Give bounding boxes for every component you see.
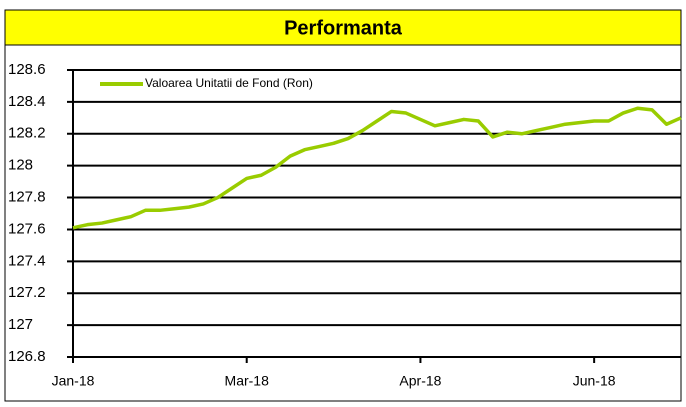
y-tick-label: 127.8 (8, 189, 46, 206)
y-tick-label: 126.8 (8, 348, 46, 365)
legend-label: Valoarea Unitatii de Fond (Ron) (145, 76, 313, 90)
y-tick-label: 127.4 (8, 252, 46, 269)
y-tick-label: 127 (8, 316, 33, 333)
y-tick-label: 128.4 (8, 93, 46, 110)
chart-frame (4, 44, 682, 402)
x-tick-label: Apr-18 (399, 373, 441, 389)
title-bar (4, 9, 682, 46)
x-tick-label: Jun-18 (573, 373, 616, 389)
y-tick-label: 128.6 (8, 61, 46, 78)
y-tick-label: 127.6 (8, 220, 46, 237)
chart-title: Performanta (284, 17, 403, 39)
x-tick-label: Mar-18 (225, 373, 270, 389)
x-tick-label: Jan-18 (52, 373, 95, 389)
y-tick-label: 128 (8, 157, 33, 174)
y-tick-label: 127.2 (8, 284, 46, 301)
y-tick-label: 128.2 (8, 125, 46, 142)
series-line (72, 106, 682, 230)
